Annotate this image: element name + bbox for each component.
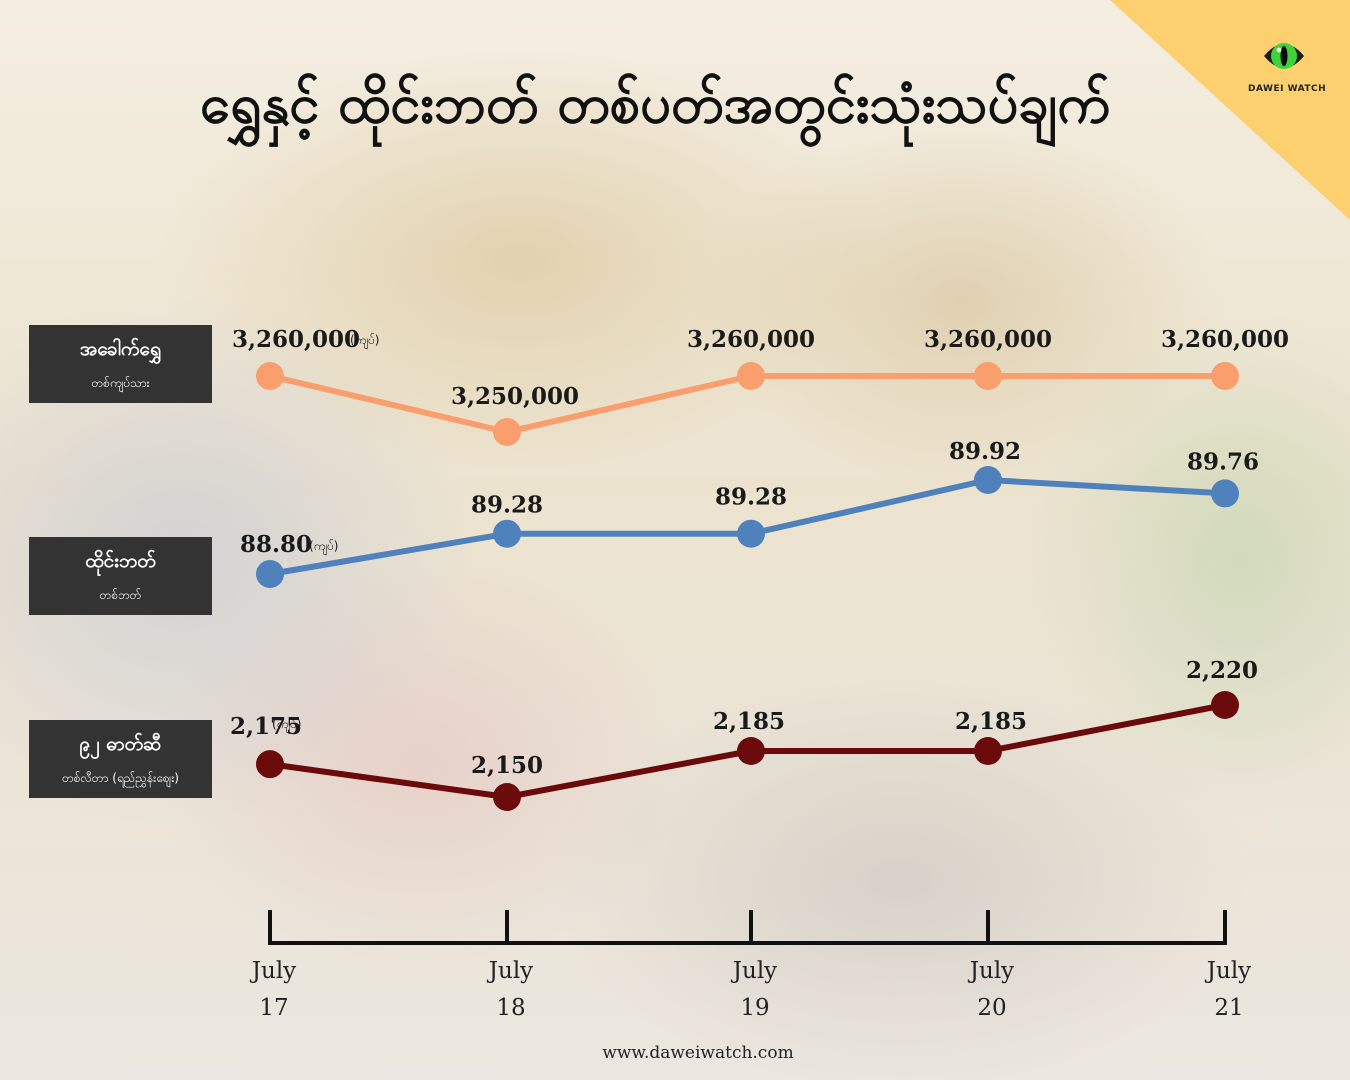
x-tick-label-month: July [968, 958, 1014, 984]
data-label: 2,185 [955, 708, 1027, 735]
brand-name: DAWEI WATCH [1248, 84, 1327, 94]
data-label: 2,150 [471, 752, 543, 779]
data-point [737, 737, 765, 765]
row-label-baht: ထိုင်းဘတ် တစ်ဘတ် [29, 537, 212, 615]
data-point [493, 418, 521, 446]
row-label-name: ၉၂ ဓာတ်ဆီ [79, 733, 162, 755]
data-label: 89.28 [715, 484, 787, 511]
x-tick-label-month: July [487, 958, 533, 984]
x-tick-label-day: 20 [977, 995, 1006, 1021]
data-label: 3,260,000 [232, 326, 360, 353]
data-point [1211, 691, 1239, 719]
data-label: 88.80 [240, 531, 312, 558]
data-point [737, 519, 765, 548]
data-point [256, 750, 284, 779]
data-label: 89.76 [1187, 448, 1259, 475]
x-tick-label-day: 17 [259, 995, 288, 1021]
data-label: 2,185 [713, 708, 785, 735]
x-tick-label-month: July [731, 958, 777, 984]
data-label: 89.92 [949, 438, 1021, 465]
data-label: 89.28 [471, 492, 543, 519]
row-label-fuel: ၉၂ ဓာတ်ဆီ တစ်လီတာ (ရည်ညွှန်းဈေး) [29, 720, 212, 798]
data-point [974, 737, 1002, 765]
x-tick-label-day: 19 [740, 995, 769, 1021]
data-label: 3,260,000 [1161, 326, 1289, 353]
data-point [1211, 362, 1239, 390]
data-point [493, 519, 521, 548]
unit-note: (ကျပ်) [350, 332, 379, 350]
x-tick-label-day: 18 [496, 995, 525, 1021]
data-label: 2,220 [1186, 657, 1258, 684]
data-point [974, 362, 1002, 390]
row-label-name: ထိုင်းဘတ် [85, 550, 156, 572]
data-label: 2,175 [230, 713, 302, 740]
x-tick-label-month: July [250, 958, 296, 984]
data-point [974, 466, 1002, 494]
data-point [493, 783, 521, 811]
row-label-gold: အခေါက်ရွှေ တစ်ကျပ်သား [29, 325, 212, 403]
data-label: 3,250,000 [451, 383, 579, 410]
x-tick-label-day: 21 [1214, 995, 1243, 1021]
data-point [1211, 479, 1239, 508]
x-tick-label-month: July [1205, 958, 1251, 984]
website-url: www.daweiwatch.com [602, 1043, 794, 1063]
cat-eye-icon [1264, 43, 1304, 69]
data-label: 3,260,000 [924, 326, 1052, 353]
row-label-unit: တစ်ကျပ်သား [91, 376, 150, 390]
row-label-name: အခေါက်ရွှေ [79, 338, 162, 360]
data-point [256, 362, 284, 390]
brand-logo: DAWEI WATCH [1248, 36, 1327, 94]
unit-note: (ကျပ်) [272, 716, 301, 734]
row-label-unit: တစ်ဘတ် [99, 588, 142, 602]
data-point [737, 362, 765, 390]
unit-note: (ကျပ်) [309, 538, 338, 556]
data-point [256, 560, 284, 588]
row-label-unit: တစ်လီတာ (ရည်ညွှန်းဈေး) [62, 771, 179, 785]
page-title: ရွှေနှင့် ထိုင်းဘတ် တစ်ပတ်အတွင်းသုံးသပ်ခ… [199, 72, 1111, 135]
data-label: 3,260,000 [687, 326, 815, 353]
